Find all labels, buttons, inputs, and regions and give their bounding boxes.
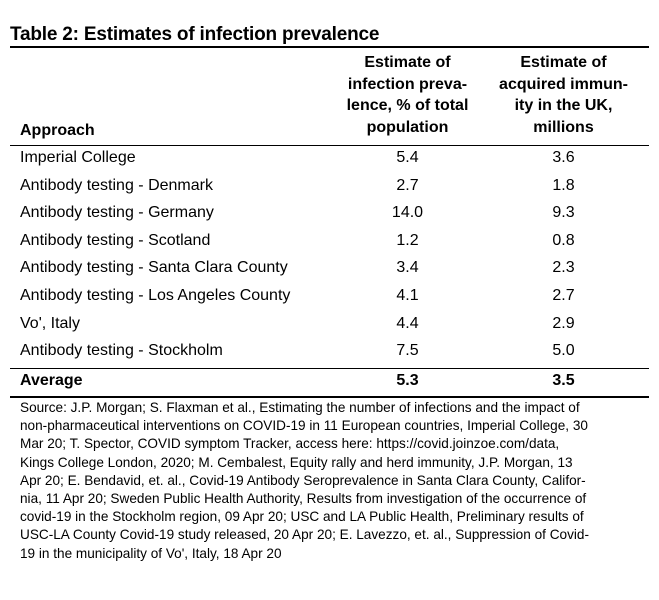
cell-immunity: 2.9 [552,314,575,332]
cell-prevalence: 3.4 [396,259,419,277]
cell-prevalence: 4.1 [396,286,419,304]
cell-prevalence: 7.5 [396,342,419,360]
cell-approach: Imperial College [20,149,136,166]
cell-immunity: 2.3 [552,259,575,277]
cell-approach: Vo', Italy [20,314,80,332]
table-row: Antibody testing - Los Angeles County 4.… [0,284,659,312]
source-line: nia, 11 Apr 20; Sweden Public Health Aut… [20,491,587,507]
table-row: Antibody testing - Santa Clara County 3.… [0,256,659,284]
header-prevalence-line: lence, % of total [346,97,469,114]
header-approach: Approach [20,122,95,139]
table-row: Imperial College 5.4 3.6 [0,146,659,174]
header-prevalence: Estimate of infection preva- lence, % of… [330,52,485,138]
table-row: Antibody testing - Scotland 1.2 0.8 [0,229,659,257]
table-row: Vo', Italy 4.4 2.9 [0,312,659,340]
table-body: Imperial College 5.4 3.6 Antibody testin… [0,146,659,367]
source-note: Source: J.P. Morgan; S. Flaxman et al., … [20,399,645,563]
source-line: Mar 20; T. Spector, COVID symptom Tracke… [20,436,560,452]
average-prevalence: 5.3 [396,372,419,389]
source-line: covid-19 in the Stockholm region, 09 Apr… [20,509,584,525]
average-rule [10,368,649,369]
header-prevalence-line: infection preva- [347,75,468,93]
cell-immunity: 2.7 [552,286,575,304]
table-title: Table 2: Estimates of infection prevalen… [10,24,380,45]
source-line: non-pharmaceutical interventions on COVI… [20,418,588,434]
cell-approach: Antibody testing - Santa Clara County [20,259,288,277]
average-immunity: 3.5 [552,372,575,389]
header-immunity-line: Estimate of [520,54,607,71]
cell-approach: Antibody testing - Stockholm [20,342,223,360]
source-line: Source: J.P. Morgan; S. Flaxman et al., … [20,400,580,415]
header-immunity: Estimate of acquired immun- ity in the U… [491,52,636,138]
table-row: Antibody testing - Germany 14.0 9.3 [0,201,659,229]
cell-immunity: 3.6 [552,149,575,166]
header-immunity-line: ity in the UK, [514,97,613,114]
cell-immunity: 0.8 [552,231,575,249]
source-line: Apr 20; E. Bendavid, et. al., Covid-19 A… [20,472,586,488]
cell-approach: Antibody testing - Los Angeles County [20,286,291,304]
cell-approach: Antibody testing - Germany [20,204,214,222]
cell-prevalence: 1.2 [396,231,419,249]
source-line: Kings College London, 2020; M. Cembalest… [20,454,573,470]
cell-immunity: 9.3 [552,204,575,222]
header-rule [10,145,649,146]
header-immunity-line: millions [533,118,594,136]
cell-prevalence: 2.7 [396,176,419,194]
average-row: Average 5.3 3.5 [0,369,659,396]
header-immunity-line: acquired immun- [499,75,628,93]
cell-prevalence: 5.4 [396,149,419,166]
cell-prevalence: 4.4 [396,314,419,332]
bottom-rule [10,396,649,398]
header-prevalence-line: Estimate of [364,54,451,71]
cell-immunity: 5.0 [552,342,575,360]
cell-approach: Antibody testing - Denmark [20,176,213,194]
cell-prevalence: 14.0 [391,204,424,222]
cell-immunity: 1.8 [552,176,575,194]
average-label: Average [20,372,83,389]
table-row: Antibody testing - Stockholm 7.5 5.0 [0,339,659,367]
top-rule [10,46,649,48]
source-line: USC-LA County Covid-19 study released, 2… [20,527,589,543]
source-line: 19 in the municipality of Vo', Italy, 18… [20,545,282,561]
header-prevalence-line: population [366,118,449,136]
table-row: Antibody testing - Denmark 2.7 1.8 [0,174,659,202]
cell-approach: Antibody testing - Scotland [20,231,211,249]
